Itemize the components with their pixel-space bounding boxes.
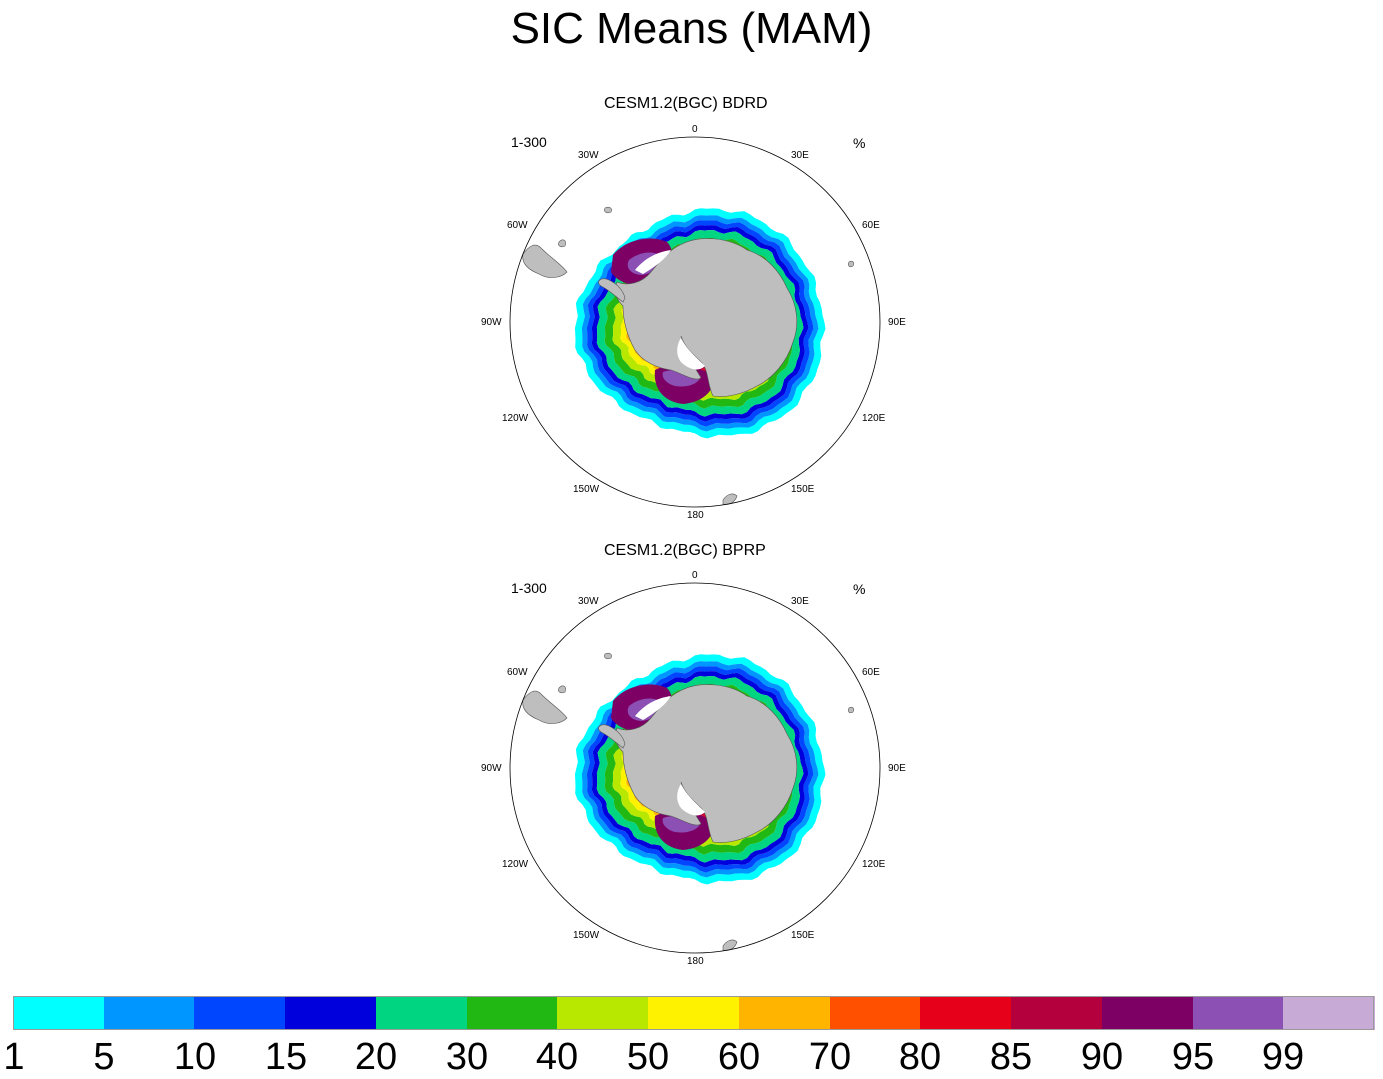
colorbar-label-10: 10 [173,1036,217,1078]
colorbar-cell [466,996,558,1030]
panel-1-title: CESM1.2(BGC) BDRD [604,95,768,112]
colorbar-label-50: 50 [626,1036,670,1078]
panel-1-lon-label-120w: 120W [502,413,529,424]
panel-1-left-label: 1-300 [511,134,547,150]
colorbar-label-30: 30 [445,1036,489,1078]
colorbar-label-95: 95 [1171,1036,1215,1078]
panel-2-lon-label-180: 180 [687,956,704,967]
filchner-ice-shelf [635,250,671,274]
panel-2-lon-label-30e: 30E [791,596,809,607]
kerguelen-island [848,260,854,268]
south-america-landmass [522,244,568,278]
colorbar-cell [557,996,649,1030]
panel-2-lon-label-0: 0 [692,570,698,581]
colorbar-label-20: 20 [354,1036,398,1078]
panel-2-left-label: 1-300 [511,580,547,596]
colorbar-cell [738,996,831,1030]
colorbar-cell [829,996,921,1030]
island [558,685,566,694]
colorbar-cell [285,996,377,1030]
panel-2-lon-label-120w: 120W [502,859,529,870]
panel-1-lon-label-90e: 90E [888,317,906,328]
antarctic-peninsula [598,724,626,749]
colorbar-label-80: 80 [898,1036,942,1078]
colorbar-cell [648,996,740,1030]
colorbar-cell [1192,996,1284,1030]
island [604,206,612,214]
colorbar-cell [375,996,468,1030]
panel-2-lon-label-60e: 60E [862,667,880,678]
antarctic-peninsula [598,278,626,303]
island [558,239,566,248]
panel-2-lon-label-90w: 90W [481,763,502,774]
colorbar-label-90: 90 [1080,1036,1124,1078]
colorbar-cell [103,996,196,1030]
colorbar-cell [1011,996,1103,1030]
colorbar-cell [13,996,105,1030]
panel-2-title: CESM1.2(BGC) BPRP [604,542,766,559]
colorbar-label-85: 85 [989,1036,1033,1078]
panel-2-lon-label-150e: 150E [791,930,815,941]
colorbar-cell [920,996,1012,1030]
panel-2-lon-label-30w: 30W [578,596,599,607]
colorbar-label-60: 60 [717,1036,761,1078]
panel-1-lon-label-150w: 150W [573,484,600,495]
main-title: SIC Means (MAM) [510,4,873,53]
south-america-landmass [522,690,568,724]
panel-1-lon-label-180: 180 [687,510,704,521]
colorbar-label-70: 70 [808,1036,852,1078]
colorbar-cell [1283,996,1375,1030]
panel-1-lon-label-60e: 60E [862,220,880,231]
panel-1-lon-label-150e: 150E [791,484,815,495]
panel-2-lon-label-90e: 90E [888,763,906,774]
panel-2-lon-label-150w: 150W [573,930,600,941]
map-boundary-circle [509,582,881,954]
filchner-ice-shelf [635,696,671,720]
colorbar-cell [1101,996,1194,1030]
panel-1-lon-label-60w: 60W [507,220,528,231]
panel-1-polar-map [509,136,881,508]
colorbar-cell [194,996,286,1030]
panel-1-lon-label-30e: 30E [791,150,809,161]
island [604,652,612,660]
panel-2-lon-label-120e: 120E [862,859,886,870]
panel-1-units-label: % [853,135,866,151]
kerguelen-island [848,706,854,714]
map-boundary-circle [509,136,881,508]
panel-1-lon-label-0: 0 [692,124,698,135]
panel-1-lon-label-120e: 120E [862,413,886,424]
colorbar-label-15: 15 [264,1036,308,1078]
colorbar-label-5: 5 [93,1036,115,1078]
ross-ice-shelf [677,784,705,816]
colorbar-label-1: 1 [3,1036,25,1078]
colorbar-label-40: 40 [535,1036,579,1078]
panel-2-lon-label-60w: 60W [507,667,528,678]
panel-1-lon-label-90w: 90W [481,317,502,328]
panel-1-lon-label-30w: 30W [578,150,599,161]
panel-2-polar-map [509,582,881,954]
colorbar-label-99: 99 [1261,1036,1305,1078]
ross-ice-shelf [677,338,705,370]
panel-2-units-label: % [853,581,866,597]
